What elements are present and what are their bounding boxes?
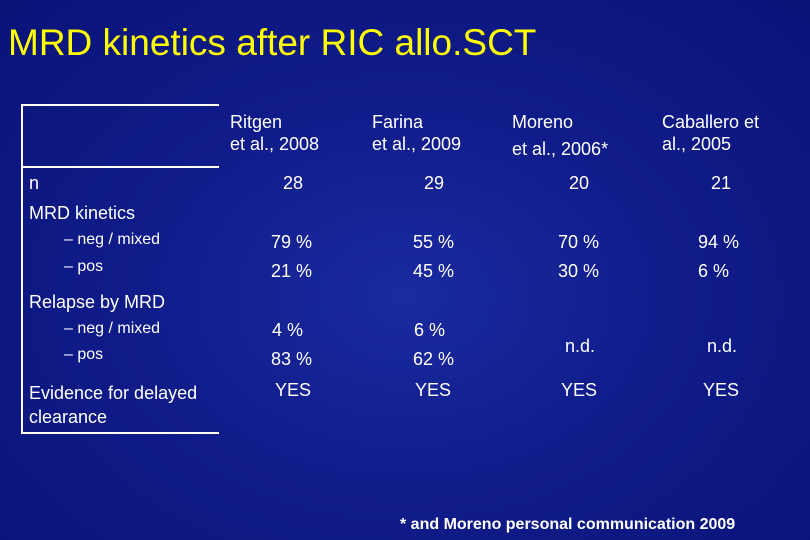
mrd-pos-moreno: 30 % [558, 261, 600, 281]
col-header-caballero: Caballero et al., 2005 [662, 112, 760, 154]
row-label-n: n [29, 173, 40, 193]
col-header-ritgen: Ritgen et al., 2008 [230, 112, 320, 154]
n-ritgen: 28 [283, 173, 304, 193]
mrd-neg-moreno: 70 % [558, 232, 600, 252]
row-label-delayed-clearance: Evidence for delayed clearance [29, 383, 198, 427]
row-label-relapse: Relapse by MRD [29, 292, 166, 312]
n-caballero: 21 [711, 173, 732, 193]
mrd-neg-farina: 55 % [413, 232, 455, 252]
relapse-pos-farina: 62 % [413, 349, 455, 369]
row-label-relapse-pos: – pos [64, 346, 104, 363]
footnote: * and Moreno personal communication 2009 [400, 516, 736, 533]
relapse-neg-farina: 6 % [414, 320, 446, 340]
delayed-moreno: YES [561, 380, 598, 400]
mrd-neg-caballero: 94 % [698, 232, 740, 252]
table-bottom-rule [21, 432, 219, 434]
table-top-rule [21, 104, 219, 106]
col-header-moreno: Moreno et al., 2006* [512, 112, 609, 159]
row-label-mrd-kinetics: MRD kinetics [29, 203, 136, 223]
row-label-mrd-neg: – neg / mixed [64, 231, 161, 248]
row-label-mrd-pos: – pos [64, 258, 104, 275]
slide-title: MRD kinetics after RIC allo.SCT [8, 22, 537, 63]
delayed-farina: YES [415, 380, 452, 400]
relapse-pos-ritgen: 83 % [271, 349, 313, 369]
header-bottom-rule [21, 166, 219, 168]
table-left-rule [21, 104, 23, 434]
n-moreno: 20 [569, 173, 590, 193]
mrd-neg-ritgen: 79 % [271, 232, 313, 252]
relapse-neg-ritgen: 4 % [272, 320, 304, 340]
mrd-pos-farina: 45 % [413, 261, 455, 281]
mrd-pos-caballero: 6 % [698, 261, 730, 281]
n-farina: 29 [424, 173, 445, 193]
row-label-relapse-neg: – neg / mixed [64, 320, 161, 337]
delayed-caballero: YES [703, 380, 740, 400]
mrd-pos-ritgen: 21 % [271, 261, 313, 281]
relapse-nd-moreno: n.d. [565, 336, 596, 356]
col-header-farina: Farina et al., 2009 [372, 112, 462, 154]
delayed-ritgen: YES [275, 380, 312, 400]
relapse-nd-caballero: n.d. [707, 336, 738, 356]
